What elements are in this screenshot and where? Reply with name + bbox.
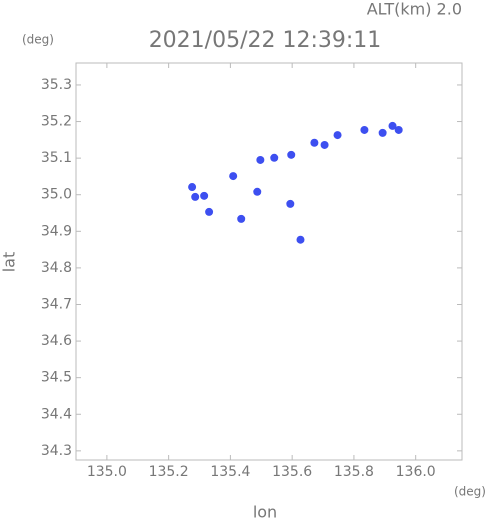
x-tick-label: 136.0 [396,464,436,480]
y-tick-label: 34.7 [41,296,72,312]
x-unit: (deg) [454,485,486,499]
plot-frame [75,62,463,461]
echo-point [200,191,209,200]
y-tick-label: 34.5 [41,370,72,386]
echo-point [270,153,279,162]
y-tick-label: 34.6 [41,333,72,349]
echo-point [229,172,238,181]
echo-point [237,214,246,223]
x-tick-label: 135.4 [210,464,250,480]
x-tick-label: 135.6 [272,464,312,480]
x-tick-label: 135.8 [334,464,374,480]
echo-point [253,187,262,196]
echo-point [296,235,305,244]
echo-point [286,199,295,208]
echo-point [188,183,197,192]
y-tick-label: 34.8 [41,260,72,276]
y-tick-label: 34.9 [41,223,72,239]
echo-point [388,121,397,130]
y-tick-label: 34.4 [41,406,72,422]
x-tick-label: 135.0 [87,464,127,480]
echo-point [287,150,296,159]
echo-point [205,207,214,216]
echo-point [256,155,265,164]
x-tick-label: 135.2 [149,464,189,480]
x-axis-label: lon [253,503,277,521]
echo-point [333,131,342,140]
echo-point [378,128,387,137]
altitude-label: ALT(km) 2.0 [367,0,462,19]
y-tick-label: 34.3 [41,443,72,459]
echo-point [360,125,369,134]
echo-point [394,125,403,134]
y-tick-label: 35.1 [41,150,72,166]
echo-point [320,140,329,149]
y-tick-label: 35.2 [41,114,72,130]
y-tick-label: 35.0 [41,187,72,203]
chart-title: 2021/05/22 12:39:11 [149,28,382,53]
echo-point [191,192,200,201]
y-tick-label: 35.3 [41,77,72,93]
y-axis-label: lat [0,252,19,273]
y-unit: (deg) [22,33,54,47]
echo-point [310,138,319,147]
